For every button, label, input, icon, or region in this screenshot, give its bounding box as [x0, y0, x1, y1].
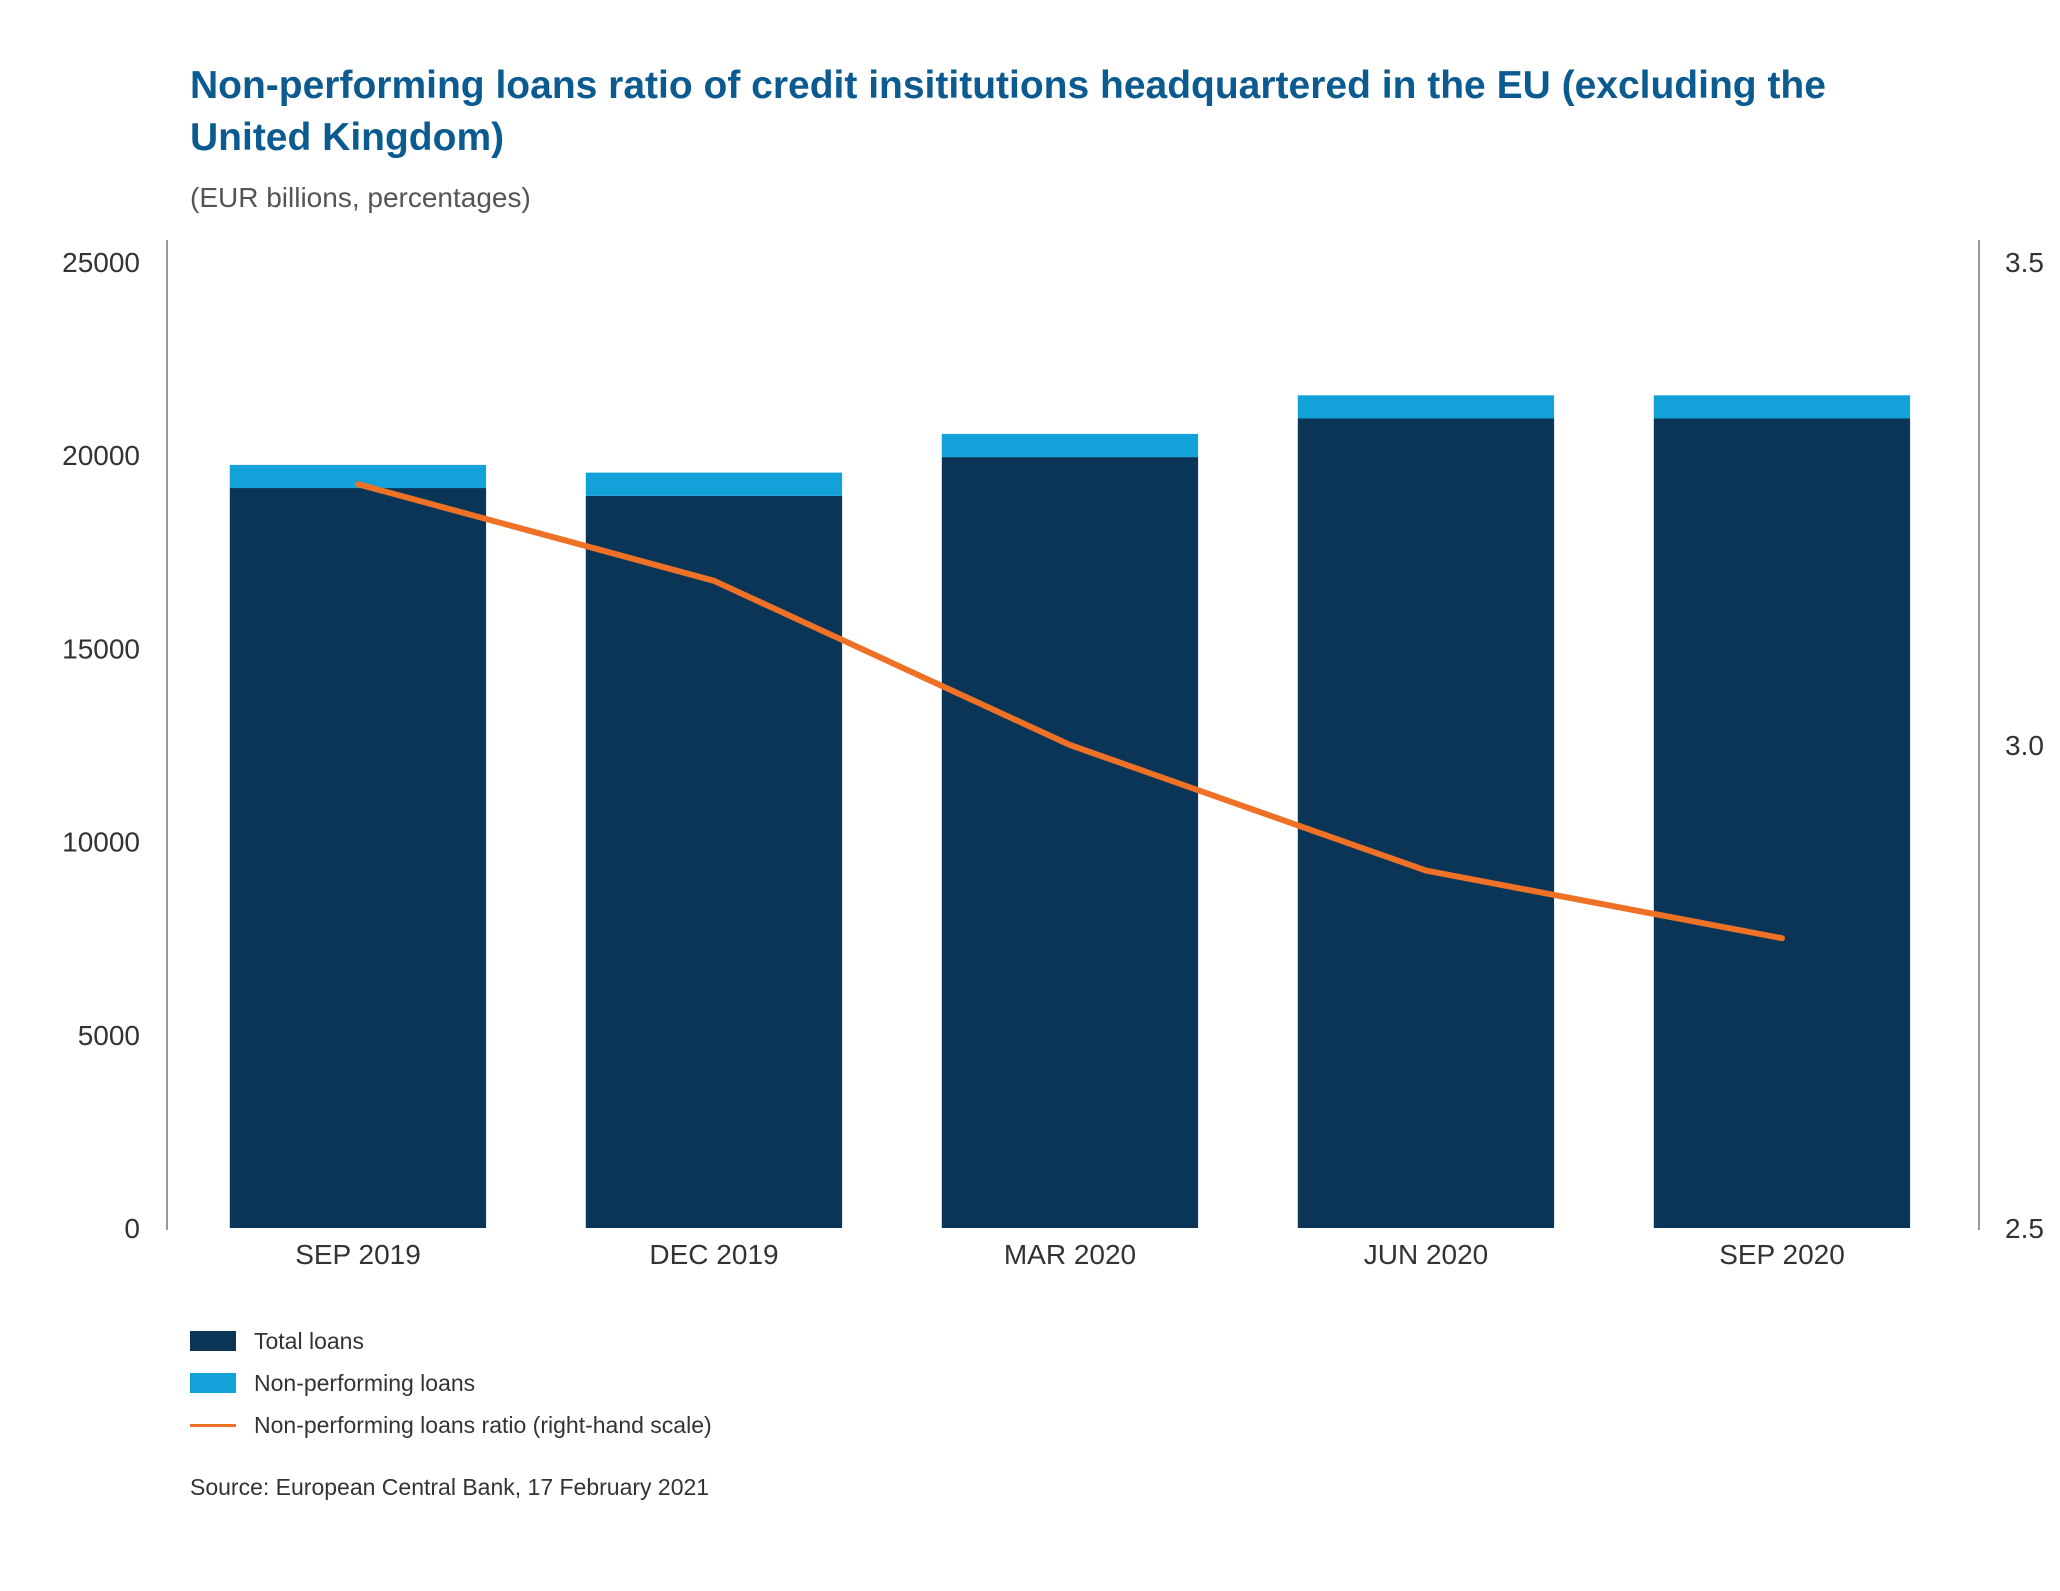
bar-non-performing-loans: [229, 464, 487, 489]
legend-item-npl: Non-performing loans: [190, 1362, 712, 1404]
bar-non-performing-loans: [585, 472, 843, 496]
right-tick-label: 3.5: [2005, 247, 2044, 278]
legend-label-npl: Non-performing loans: [254, 1369, 476, 1396]
chart-title: Non-performing loans ratio of credit ins…: [190, 64, 1826, 159]
right-tick-label: 2.5: [2005, 1213, 2044, 1244]
left-axis-ticks: 0 5000 10000 15000 20000 25000: [62, 247, 140, 1244]
left-tick-label: 25000: [62, 247, 140, 278]
right-axis-ticks: 2.5 3.0 3.5: [2005, 247, 2044, 1244]
legend-swatch-npl-ratio: [190, 1423, 236, 1427]
ratio-point: [1067, 742, 1073, 748]
bar-total-loans: [941, 457, 1199, 1229]
bar-non-performing-loans: [941, 433, 1199, 458]
legend: Total loans Non-performing loans Non-per…: [190, 1320, 712, 1446]
category-label: SEP 2020: [1719, 1239, 1845, 1270]
chart-subtitle: (EUR billions, percentages): [190, 182, 531, 213]
bars-group: [229, 395, 1911, 1229]
source-note: Source: European Central Bank, 17 Februa…: [190, 1474, 710, 1500]
ratio-point: [711, 577, 717, 584]
left-tick-label: 15000: [62, 633, 140, 664]
ratio-line-group: [355, 481, 1785, 942]
left-tick-label: 10000: [62, 827, 140, 858]
legend-swatch-npl: [190, 1373, 236, 1393]
legend-item-total-loans: Total loans: [190, 1320, 712, 1362]
bar-total-loans: [229, 488, 487, 1228]
bar-total-loans: [585, 495, 843, 1228]
left-tick-label: 0: [124, 1213, 140, 1244]
bar-total-loans: [1297, 418, 1555, 1228]
left-tick-label: 20000: [62, 440, 140, 471]
ratio-point: [1423, 867, 1429, 874]
legend-item-npl-ratio: Non-performing loans ratio (right-hand s…: [190, 1404, 712, 1446]
category-label: DEC 2019: [649, 1239, 778, 1270]
right-tick-label: 3.0: [2005, 730, 2044, 761]
ratio-point: [1779, 935, 1785, 942]
left-tick-label: 5000: [78, 1020, 140, 1051]
bar-total-loans: [1653, 418, 1911, 1228]
bar-non-performing-loans: [1297, 395, 1555, 419]
legend-label-total-loans: Total loans: [254, 1327, 364, 1354]
category-label: JUN 2020: [1364, 1239, 1489, 1270]
category-labels: SEP 2019 DEC 2019 MAR 2020 JUN 2020 SEP 2020: [295, 1239, 1845, 1270]
category-label: SEP 2019: [295, 1239, 421, 1270]
category-label: MAR 2020: [1004, 1239, 1136, 1270]
ratio-point: [355, 481, 361, 488]
legend-swatch-total-loans: [190, 1331, 236, 1351]
legend-label-npl-ratio: Non-performing loans ratio (right-hand s…: [254, 1411, 712, 1438]
bar-non-performing-loans: [1653, 395, 1911, 419]
